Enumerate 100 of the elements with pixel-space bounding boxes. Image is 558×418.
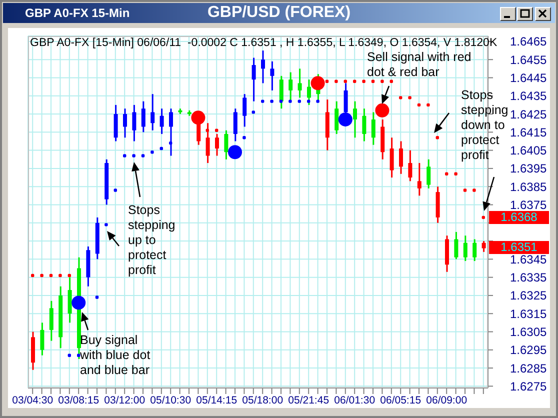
y-tick-label: 1.6275 (510, 379, 548, 394)
y-tick-label: 1.6465 (510, 34, 548, 49)
x-tick-label: 05/18:00 (242, 394, 284, 406)
y-tick-label: 1.6345 (510, 252, 548, 266)
candlestick (334, 100, 339, 135)
annotation: Sell signal with red dot & red bar (367, 50, 472, 80)
candlestick (482, 240, 486, 253)
point (261, 100, 264, 103)
point (104, 223, 108, 226)
y-tick-label: 1.6375 (510, 198, 548, 212)
candlestick (132, 104, 136, 142)
candlestick (215, 133, 219, 157)
candlestick (252, 57, 256, 102)
candlestick (417, 162, 422, 196)
y-tick-label: 1.6305 (510, 325, 548, 340)
point (307, 100, 310, 103)
y-tick-label: 1.6395 (510, 162, 548, 176)
point (375, 103, 390, 118)
y-tick-label: 1.6285 (510, 361, 548, 376)
text: GBP A0-FX 15-Min (25, 6, 130, 20)
x-tick-label: 06/01:30 (334, 394, 376, 406)
candlestick (49, 300, 54, 342)
point (132, 154, 136, 158)
text: 1.6368 (489, 210, 549, 224)
candlestick (242, 93, 247, 128)
candlestick (288, 72, 293, 102)
y-tick-label: 1.6295 (510, 343, 548, 358)
x-tick-label: 03/04:30 (12, 394, 54, 406)
candlestick (362, 108, 366, 142)
candlestick (160, 108, 164, 135)
x-tick-label: 05/10:30 (150, 394, 192, 406)
point (310, 76, 325, 90)
candlestick (150, 93, 155, 132)
candlestick (307, 78, 311, 106)
text: 1.6351 (489, 240, 549, 254)
candlestick (408, 150, 412, 182)
candlestick (298, 68, 302, 98)
candlestick (463, 234, 468, 262)
x-tick-label: 06/05:15 (380, 394, 422, 406)
candlestick (371, 111, 376, 146)
y-tick-label: 1.6455 (510, 52, 548, 67)
point (298, 100, 301, 103)
x-tick-label: 03/08:15 (58, 394, 100, 406)
y-tick-label: 1.6445 (510, 70, 548, 85)
point (380, 80, 384, 83)
y-tick-label: 1.6325 (510, 288, 548, 303)
point (362, 80, 366, 83)
point (114, 188, 117, 192)
chart-title: GBP/USD (FOREX) (207, 4, 351, 21)
point (228, 145, 242, 160)
candlestick (224, 130, 228, 160)
y-tick-label: 1.6335 (510, 270, 548, 285)
point (68, 354, 71, 357)
point (270, 100, 274, 103)
point (150, 150, 154, 154)
point (141, 154, 145, 158)
point (463, 188, 467, 192)
candlestick (426, 158, 431, 190)
point (288, 100, 292, 103)
candlestick (270, 60, 274, 92)
candlestick (40, 322, 44, 356)
point (454, 172, 458, 176)
point (40, 274, 44, 278)
point (334, 80, 338, 83)
y-tick-label: 1.6435 (510, 89, 548, 104)
candlestick (141, 100, 146, 133)
annotation: Buy signal with blue dot and blue bar (80, 333, 152, 378)
point (252, 110, 255, 114)
point (316, 100, 320, 103)
candlestick (454, 231, 458, 260)
point (426, 103, 430, 107)
point (338, 112, 352, 126)
x-tick-label: 06/09:00 (426, 394, 468, 406)
point (123, 154, 126, 158)
annotation: Stops stepping up to protect profit (128, 203, 176, 278)
candlestick (472, 238, 477, 262)
x-tick-label: 05/14:15 (196, 394, 238, 406)
y-tick-label: 1.6315 (510, 306, 548, 321)
candlestick (233, 108, 238, 142)
point (472, 188, 476, 192)
y-tick-label: 1.6415 (510, 125, 548, 140)
point (408, 96, 412, 100)
candlestick (261, 50, 265, 84)
point (242, 136, 246, 140)
point (72, 296, 86, 310)
annotation: Stops stepping down to protect profit (461, 88, 510, 163)
chart-subtitle: GBP A0-FX [15-Min] 06/06/11 -0.0002 C 1.6351 , H 1.6355, L 1.6349, O 1.6354, V 1.8120K (30, 37, 498, 49)
candlestick (353, 100, 357, 138)
candlestick (390, 136, 394, 178)
y-tick-label: 1.6405 (510, 144, 548, 158)
x-tick-label: 05/21:45 (288, 394, 330, 406)
x-tick-label: 03/12:00 (104, 394, 146, 406)
candlestick (114, 104, 118, 142)
y-tick-label: 1.6425 (510, 107, 548, 122)
point (399, 96, 402, 100)
candlestick (399, 140, 403, 175)
candlestick (123, 108, 127, 138)
y-tick-label: 1.6385 (510, 180, 548, 194)
point (95, 296, 99, 299)
point (191, 110, 206, 125)
